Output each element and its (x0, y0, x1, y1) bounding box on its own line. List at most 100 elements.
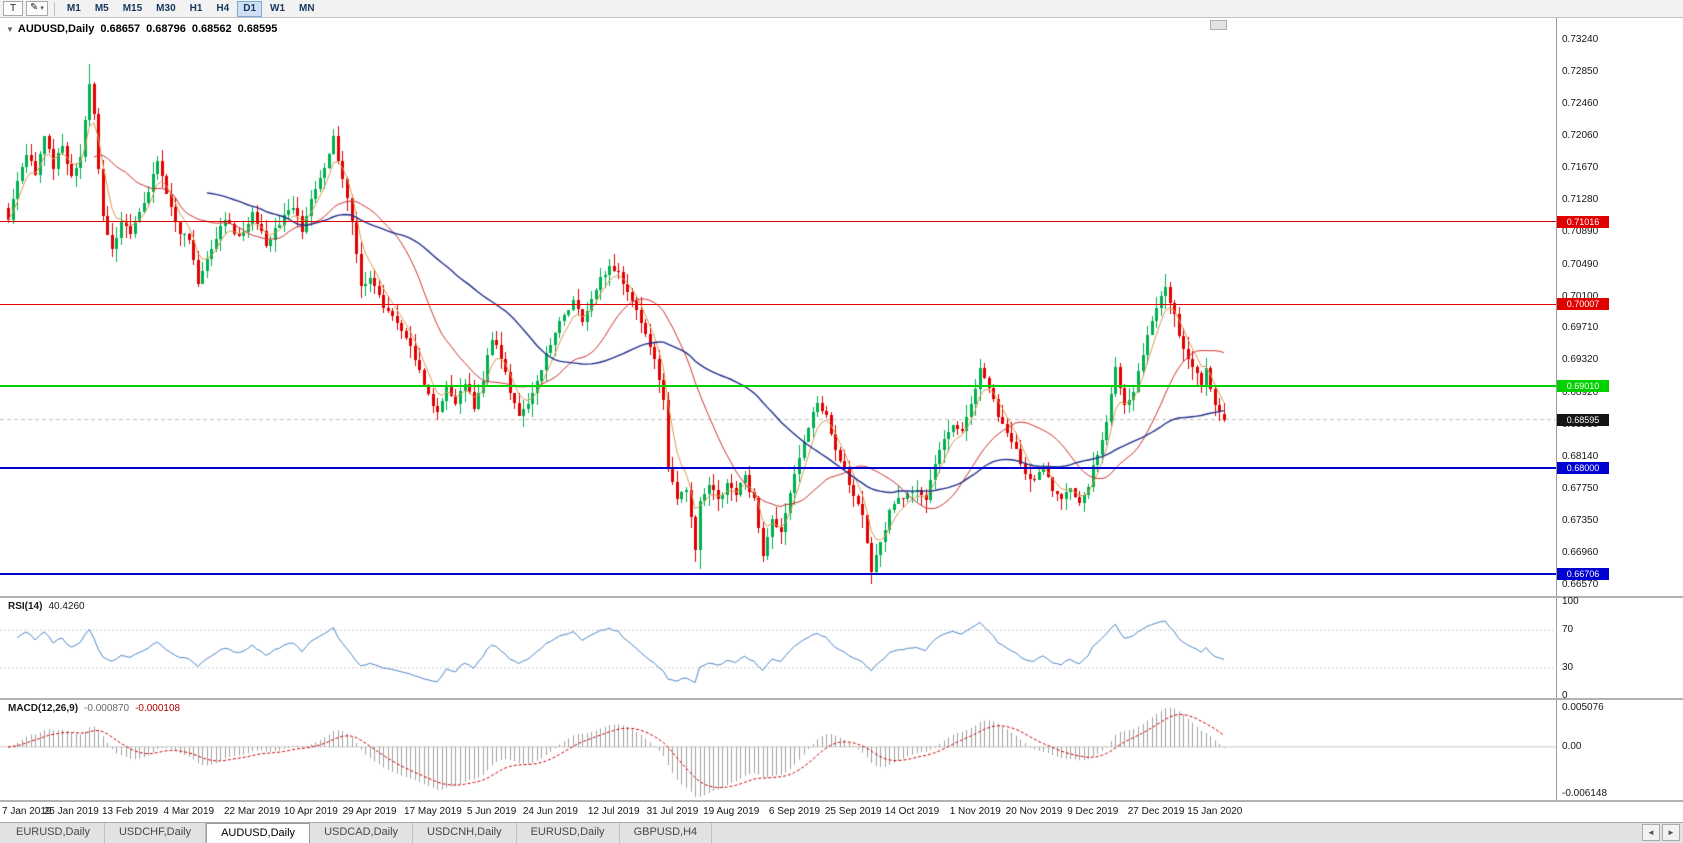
chart-tabs-bar: EURUSD,Daily USDCHF,Daily AUDUSD,Daily USDC… (0, 822, 1683, 843)
chart-shift-marker[interactable] (1210, 20, 1227, 30)
macd-panel-canvas[interactable] (0, 700, 1556, 800)
macd-axis-label: 0.005076 (1562, 702, 1604, 713)
tab-scroll-left-button[interactable]: ◄ (1642, 824, 1660, 841)
timeframe-button-mn[interactable]: MN (293, 1, 321, 17)
date-axis-label: 13 Feb 2019 (101, 806, 159, 817)
timeframe-button-m1[interactable]: M1 (61, 1, 87, 17)
price-axis-label: 0.73240 (1562, 34, 1599, 45)
timeframe-button-h1[interactable]: H1 (184, 1, 209, 17)
price-axis-label: 0.66960 (1562, 547, 1599, 559)
price-axis-label: 0.72850 (1562, 65, 1599, 77)
date-axis-label: 17 May 2019 (403, 806, 462, 817)
macd-axis-label: 0.00 (1562, 740, 1582, 752)
timeframe-button-h4[interactable]: H4 (210, 1, 235, 17)
date-axis-label: 12 Jul 2019 (587, 806, 640, 817)
date-axis-label: 31 Jul 2019 (646, 806, 699, 817)
timeframe-button-d1[interactable]: D1 (237, 0, 263, 17)
price-axis-label: 0.71280 (1562, 194, 1599, 206)
date-axis-label: 29 Apr 2019 (342, 806, 397, 817)
price-axis-label: 0.70490 (1562, 258, 1599, 270)
macd-signal-value: -0.000108 (135, 703, 181, 714)
date-axis-label: 25 Jan 2019 (43, 806, 99, 817)
panel-separator[interactable] (0, 800, 1683, 802)
date-axis-label: 4 Mar 2019 (163, 806, 215, 817)
price-axis-label: 0.68140 (1562, 450, 1599, 462)
toolbar-divider (53, 1, 55, 16)
symbol-period-label: AUDUSD,Daily (17, 23, 95, 35)
chart-tab-audusd-daily[interactable]: AUDUSD,Daily (206, 823, 311, 843)
chart-tab-gbpusd-h4[interactable]: GBPUSD,H4 (620, 823, 713, 843)
date-axis-label: 5 Jun 2019 (466, 806, 517, 817)
rsi-axis-label: 30 (1562, 661, 1574, 673)
open-value: 0.68657 (100, 23, 141, 35)
chart-tab-eurusd-daily[interactable]: EURUSD,Daily (517, 823, 620, 843)
macd-header: MACD(12,26,9) -0.000870 -0.000108 (8, 703, 180, 714)
chart-tab-eurusd-daily[interactable]: EURUSD,Daily (2, 823, 105, 843)
chart-tabs: EURUSD,Daily USDCHF,Daily AUDUSD,Daily USDC… (0, 823, 1683, 843)
rsi-axis-label: 70 (1562, 624, 1574, 636)
timeframe-button-m30[interactable]: M30 (150, 1, 181, 17)
arrow-right-icon: ► (1667, 828, 1675, 837)
price-axis-line[interactable] (1556, 18, 1557, 802)
date-axis-label: 22 Mar 2019 (224, 806, 281, 817)
date-axis-label: 7 Jan 2019 (2, 806, 52, 817)
date-axis-label: 10 Apr 2019 (283, 806, 338, 817)
date-axis-label: 25 Sep 2019 (824, 806, 882, 817)
level-price-badge: 0.66706 (1557, 567, 1609, 580)
price-axis-label: 0.67750 (1562, 482, 1599, 494)
date-axis-label: 6 Sep 2019 (768, 806, 821, 817)
price-axis-label: 0.70890 (1562, 226, 1599, 238)
current-price-badge: 0.68595 (1557, 413, 1609, 426)
price-axis-label: 0.67350 (1562, 515, 1599, 527)
pencil-icon: ✎ (30, 2, 39, 13)
timeframe-button-m5[interactable]: M5 (89, 1, 115, 17)
date-axis-label: 20 Nov 2019 (1005, 806, 1063, 817)
macd-label: MACD(12,26,9) (8, 703, 79, 714)
price-axis-label: 0.66570 (1562, 579, 1599, 590)
chart-tab-usdcad-daily[interactable]: USDCAD,Daily (310, 823, 414, 843)
date-axis[interactable]: 7 Jan 2019 25 Jan 2019 13 Feb 2019 4 Mar 20… (0, 802, 1556, 822)
chart-title: ▼ AUDUSD,Daily 0.68657 0.68796 0.68562 0.6859… (6, 23, 277, 35)
date-axis-label: 19 Aug 2019 (703, 806, 760, 817)
date-axis-label: 15 Jan 2020 (1187, 806, 1243, 817)
rsi-label: RSI(14) (8, 601, 43, 612)
price-axis-label: 0.72060 (1562, 130, 1599, 142)
low-value: 0.68562 (191, 23, 232, 35)
date-axis-label: 27 Dec 2019 (1127, 806, 1185, 817)
price-axis-label: 0.69320 (1562, 354, 1599, 366)
level-price-badge: 0.68000 (1557, 462, 1609, 475)
level-price-badge: 0.70007 (1557, 298, 1609, 311)
price-axis-label: 0.72460 (1562, 97, 1599, 109)
price-axis-label: 0.68920 (1562, 386, 1599, 398)
timeframe-button-m15[interactable]: M15 (117, 1, 148, 17)
price-axis-label: 0.69710 (1562, 322, 1599, 334)
text-tool-button[interactable]: T (3, 1, 23, 16)
date-axis-label: 24 Jun 2019 (522, 806, 578, 817)
panel-separator[interactable] (0, 698, 1683, 700)
chevron-down-icon: ▾ (40, 5, 44, 12)
timeframe-button-w1[interactable]: W1 (264, 1, 291, 17)
price-axis-label: 0.68530 (1562, 418, 1599, 430)
date-axis-label: 14 Oct 2019 (884, 806, 940, 817)
draw-tool-button[interactable]: ✎ ▾ (26, 1, 48, 16)
tab-scroll-right-button[interactable]: ► (1662, 824, 1680, 841)
high-value: 0.68796 (146, 23, 186, 35)
chart-tab-usdchf-daily[interactable]: USDCHF,Daily (105, 823, 207, 843)
collapse-icon[interactable]: ▼ (6, 25, 14, 34)
macd-axis-label: -0.006148 (1562, 788, 1608, 799)
price-chart-canvas[interactable] (0, 18, 1556, 596)
timeframe-buttons: M1 M5 M15 M30 H1 H4 D1 W1 MN (61, 0, 323, 17)
close-value: 0.68595 (237, 23, 278, 35)
panel-separator[interactable] (0, 596, 1683, 598)
rsi-header: RSI(14) 40.4260 (8, 601, 85, 612)
tab-scroll-buttons: ◄ ► (1640, 824, 1680, 841)
chart-tab-usdcnh-daily[interactable]: USDCNH,Daily (413, 823, 517, 843)
date-axis-label: 9 Dec 2019 (1067, 806, 1119, 817)
level-price-badge: 0.71016 (1557, 215, 1609, 228)
main-toolbar: T ✎ ▾ M1 M5 M15 M30 H1 H4 D1 W1 MN (0, 0, 1683, 18)
price-axis-label: 0.71670 (1562, 162, 1599, 174)
price-axis-label: 0.70100 (1562, 290, 1599, 302)
rsi-panel-canvas[interactable] (0, 598, 1556, 698)
date-axis-label: 1 Nov 2019 (949, 806, 1001, 817)
